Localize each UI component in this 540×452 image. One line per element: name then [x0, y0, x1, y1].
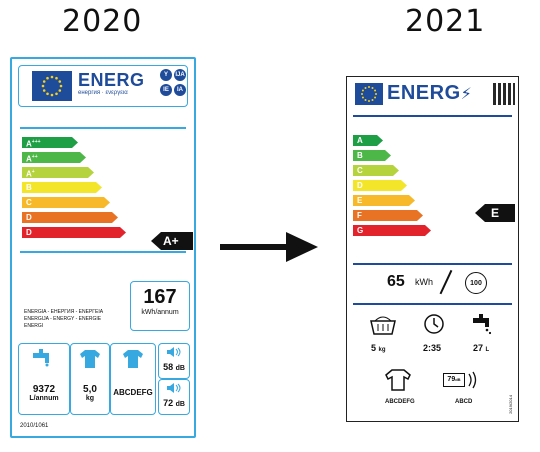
new-rating-arrow: E: [475, 204, 515, 222]
lang-circle: IA: [174, 84, 186, 96]
class-plus: +: [31, 169, 35, 175]
divider: [20, 251, 186, 253]
class-letter: B: [26, 183, 32, 192]
old-water-value: 9372: [32, 384, 56, 395]
old-energy-label: ENERG енергия · ενεργεια Y IJA IE IA A++…: [10, 57, 196, 438]
old-class-bar: A+: [22, 167, 94, 178]
old-class-bar: B: [22, 182, 102, 193]
new-class-bar: A: [353, 135, 383, 146]
new-class-bar: F: [353, 210, 423, 221]
old-class-bar: C: [22, 197, 110, 208]
slash-divider: [439, 269, 452, 295]
new-energy-unit: kWh: [415, 277, 433, 287]
old-annual-energy-box: 167 kWh/annum: [130, 281, 190, 331]
new-capacity: 5 kg: [371, 343, 386, 353]
eu-flag-icon: [355, 83, 383, 105]
divider: [353, 303, 512, 305]
old-noise-wash-box: 58 dB: [158, 343, 190, 379]
lang-circle: IE: [160, 84, 172, 96]
year-2020-label: 2020: [62, 4, 143, 39]
water-tap-icon: [473, 314, 492, 335]
old-spin-class: ABCDEFG: [113, 388, 153, 397]
old-label-title: ENERG: [78, 70, 145, 90]
lang-circle: Y: [160, 69, 172, 81]
class-plus: +++: [31, 139, 41, 145]
divider: [353, 115, 512, 117]
new-class-bar: B: [353, 150, 391, 161]
class-letter: D: [26, 228, 32, 237]
old-annual-energy-unit: kWh/annum: [141, 309, 179, 316]
class-letter: C: [26, 198, 32, 207]
old-water-box: 9372 L/annum: [18, 343, 70, 415]
old-countries-text: ENERGIA - ЕНЕРГИЯ - ΕΝΕΡΓΕΙΑ ENERGIJA - …: [24, 309, 104, 329]
old-class-bar: A+++: [22, 137, 78, 148]
old-capacity-box: 5,0 kg: [70, 343, 110, 415]
cycles-icon: 100: [465, 272, 487, 294]
old-label-languages: енергия · ενεργεια: [78, 90, 128, 96]
class-letter: D: [26, 213, 32, 222]
old-noise-wash: 58 dB: [163, 362, 185, 372]
new-label-title: ENERG⚡: [387, 82, 473, 104]
class-plus: ++: [31, 154, 38, 160]
clock-icon: [424, 314, 444, 334]
new-noise-class: ABCD: [455, 399, 473, 405]
tshirt-icon: [80, 350, 100, 368]
class-letter: A: [26, 169, 32, 179]
qr-code-icon: [493, 83, 515, 105]
regulation-code: 2019/2014: [508, 395, 513, 414]
old-class-bar: D: [22, 227, 126, 238]
new-class-bar: E: [353, 195, 415, 206]
old-capacity-unit: kg: [85, 395, 95, 402]
old-capacity-value: 5,0: [83, 384, 97, 395]
laundry-basket-icon: [370, 316, 396, 335]
old-annual-energy-value: 167: [143, 286, 177, 308]
lang-circle: IJA: [174, 69, 186, 81]
eu-flag-icon: [32, 71, 72, 101]
old-regulation-footer: 2010/1061: [20, 423, 49, 429]
sound-waves-icon: [468, 371, 477, 389]
spin-shirt-icon: [123, 350, 143, 368]
new-duration: 2:35: [423, 343, 442, 353]
new-energy-row: 65 kWh 100: [347, 267, 517, 301]
old-noise-spin-box: 72 dB: [158, 379, 190, 415]
old-class-bar: A++: [22, 152, 86, 163]
new-class-bar: G: [353, 225, 431, 236]
old-label-header: [18, 65, 188, 107]
right-arrow-icon: [220, 232, 318, 262]
class-letter: A: [26, 139, 32, 149]
year-2021-label: 2021: [405, 4, 486, 39]
divider: [20, 127, 186, 129]
new-spin-class: ABCDEFG: [385, 399, 415, 405]
old-water-unit: L/annum: [29, 395, 59, 402]
divider: [353, 263, 512, 265]
spin-shirt-icon: [385, 369, 411, 391]
old-rating-arrow: A+: [151, 232, 193, 250]
new-class-bar: C: [353, 165, 399, 176]
speaker-icon: [167, 383, 181, 393]
noise-db-box: 79dB: [443, 373, 465, 387]
old-noise-spin: 72 dB: [163, 398, 185, 408]
old-class-bar: D: [22, 212, 118, 223]
new-class-bar: D: [353, 180, 407, 191]
new-water: 27 L: [473, 343, 490, 353]
old-spin-box: ABCDEFG: [110, 343, 156, 415]
class-letter: A: [26, 154, 32, 164]
tap-icon: [33, 349, 49, 367]
new-energy-value: 65: [387, 273, 405, 290]
speaker-icon: [167, 347, 181, 357]
